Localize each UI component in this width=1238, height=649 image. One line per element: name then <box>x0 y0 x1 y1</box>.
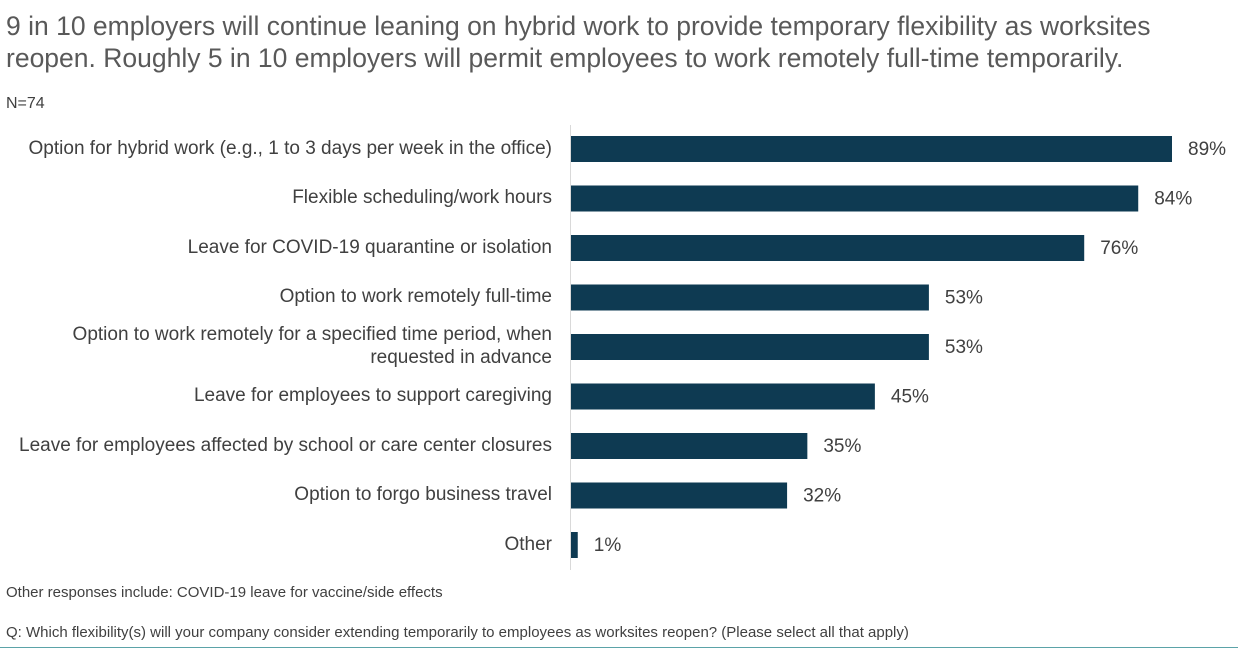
bar <box>571 334 929 360</box>
category-label: Leave for COVID-19 quarantine or isolati… <box>187 236 552 258</box>
bar <box>571 185 1139 212</box>
category-label: Option for hybrid work (e.g., 1 to 3 day… <box>28 137 552 159</box>
bar <box>571 532 578 558</box>
value-label: 89% <box>1188 139 1226 160</box>
bar <box>571 482 788 509</box>
category-label: Other <box>504 533 552 555</box>
value-label: 32% <box>803 486 841 507</box>
value-label: 45% <box>891 387 929 408</box>
value-label: 53% <box>945 288 983 309</box>
bar <box>571 284 929 311</box>
chart-title: 9 in 10 employers will continue leaning … <box>6 11 1151 73</box>
value-label: 1% <box>594 535 622 556</box>
category-label: Option to work remotely for a specified … <box>72 324 552 368</box>
value-label: 35% <box>823 436 861 457</box>
category-label: Leave for employees affected by school o… <box>19 434 552 456</box>
category-label: Leave for employees to support caregivin… <box>193 385 552 406</box>
footnote: Q: Which flexibility(s) will your compan… <box>6 624 909 641</box>
footnote: Other responses include: COVID-19 leave … <box>6 584 443 601</box>
category-label: Option to forgo business travel <box>294 484 552 505</box>
bar <box>571 433 808 459</box>
value-label: 84% <box>1154 189 1192 210</box>
bar <box>571 383 875 410</box>
subtitle: N=74 <box>6 95 45 112</box>
bar <box>571 136 1172 162</box>
category-label: Flexible scheduling/work hours <box>292 187 552 208</box>
bar <box>571 235 1085 261</box>
value-label: 53% <box>945 337 983 358</box>
category-label: Option to work remotely full-time <box>279 286 552 307</box>
value-label: 76% <box>1100 238 1138 259</box>
